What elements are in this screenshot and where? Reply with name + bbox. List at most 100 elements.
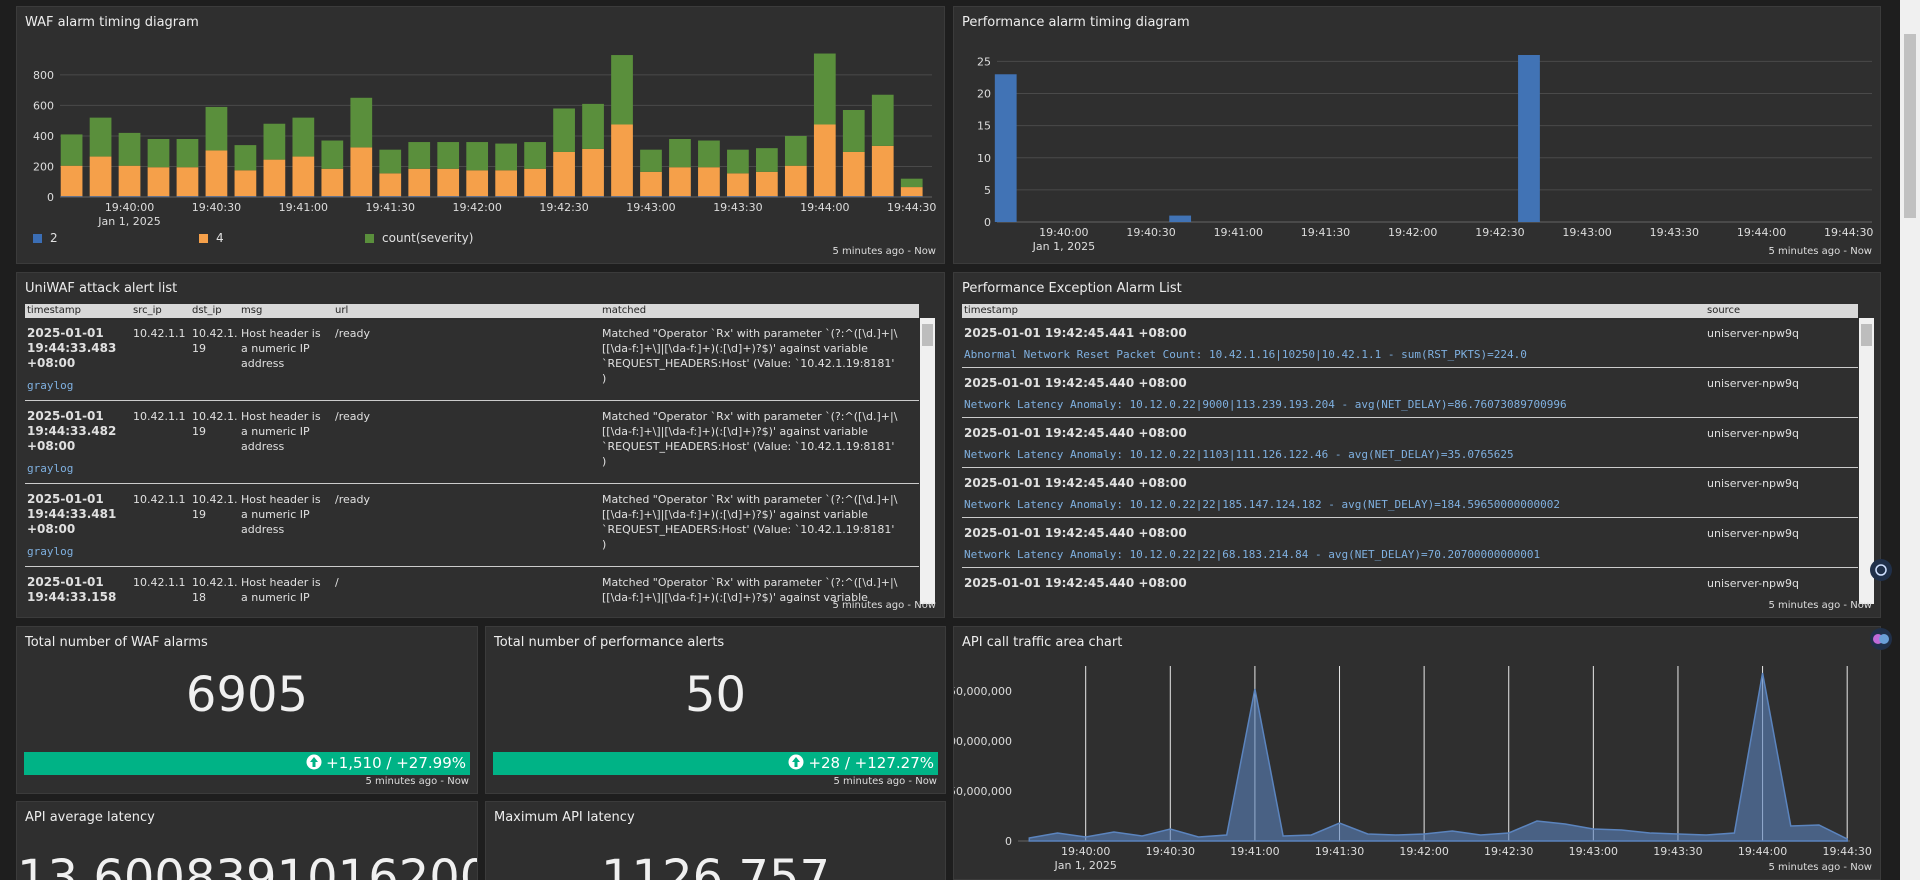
column-header: src_ip bbox=[133, 305, 162, 316]
bar bbox=[89, 156, 112, 197]
bar bbox=[756, 196, 778, 197]
column-header: matched bbox=[602, 305, 647, 316]
bar bbox=[495, 170, 518, 197]
x-tick-label: 19:41:30 bbox=[1315, 845, 1364, 858]
panel-footer: 5 minutes ago - Now bbox=[1768, 246, 1872, 257]
bar bbox=[553, 108, 575, 152]
panel: WAF alarm timing diagram 0 200 400 600 800 19… bbox=[16, 6, 945, 264]
page-scroll-thumb[interactable] bbox=[1904, 34, 1916, 218]
bar bbox=[176, 167, 199, 197]
row-timestamp: 2025-01-01 19:42:45.440 +08:00 bbox=[964, 476, 1187, 490]
x-tick-label: 19:41:00 bbox=[1214, 226, 1263, 239]
scrollbar[interactable] bbox=[1859, 318, 1874, 604]
stat-value: 50 bbox=[684, 667, 747, 723]
y-tick-label: 0 bbox=[984, 216, 991, 229]
bar bbox=[669, 167, 691, 197]
x-tick-label: 19:43:30 bbox=[1650, 226, 1699, 239]
legend-swatch bbox=[199, 234, 208, 243]
bar bbox=[176, 196, 199, 197]
page-scrollbar[interactable] bbox=[1900, 0, 1920, 880]
change-text: +1,510 / +27.99% bbox=[326, 754, 466, 772]
panel-title: Performance alarm timing diagram bbox=[962, 15, 1190, 30]
up-icon bbox=[306, 754, 322, 770]
table-row: 2025-01-01 19:42:45.440 +08:00 uniserver-… bbox=[962, 468, 1858, 518]
bar bbox=[756, 171, 778, 197]
row-source: uniserver-npw9q bbox=[1707, 527, 1800, 540]
legend-label: 2 bbox=[50, 231, 58, 245]
bar bbox=[292, 117, 315, 157]
bar bbox=[292, 196, 315, 197]
bar bbox=[263, 159, 286, 197]
panel-footer: 5 minutes ago - Now bbox=[1768, 600, 1872, 611]
panel: Maximum API latency 1126.757 bbox=[485, 801, 946, 880]
bar bbox=[118, 196, 141, 197]
row-source: graylog bbox=[27, 462, 74, 475]
side-icon[interactable] bbox=[1866, 624, 1896, 654]
legend-swatch bbox=[365, 234, 374, 243]
x-tick-label: 19:40:30 bbox=[1146, 845, 1195, 858]
panel-title: API average latency bbox=[25, 810, 155, 825]
bar bbox=[524, 196, 546, 197]
bar bbox=[350, 97, 373, 148]
panel-title: Performance Exception Alarm List bbox=[962, 281, 1182, 296]
bar bbox=[524, 142, 546, 169]
x-tick-label: 19:44:30 bbox=[1822, 845, 1871, 858]
legend-label: 4 bbox=[216, 231, 224, 245]
bar bbox=[611, 196, 633, 197]
panel-title: Total number of WAF alarms bbox=[25, 635, 208, 650]
table-cell: 10.42.1.19 bbox=[192, 410, 238, 438]
table-cell: 2025-01-01 19:44:33.482 +08:00 bbox=[27, 409, 117, 453]
bar bbox=[437, 168, 460, 197]
scroll-thumb[interactable] bbox=[1861, 324, 1872, 346]
panel: UniWAF attack alert list timestamp src_ip… bbox=[16, 272, 945, 618]
bar bbox=[89, 196, 112, 197]
bar bbox=[727, 196, 749, 197]
bar bbox=[495, 143, 518, 171]
x-tick-label: 19:42:30 bbox=[539, 201, 588, 214]
stat-value: 6905 bbox=[185, 667, 309, 723]
table-cell: Matched "Operator `Rx' with parameter `(… bbox=[602, 410, 898, 468]
row-source: uniserver-npw9q bbox=[1707, 577, 1800, 590]
stat-change: +1,510 / +27.99% bbox=[24, 752, 470, 775]
x-tick-label: 19:44:00 bbox=[800, 201, 849, 214]
y-tick-label: 100,000,000 bbox=[954, 735, 1012, 748]
bar bbox=[784, 165, 807, 197]
row-source: graylog bbox=[27, 545, 74, 558]
table-body: 2025-01-01 19:44:33.483 +08:00 10.42.1.1 1… bbox=[25, 318, 919, 604]
bar bbox=[813, 196, 836, 197]
bar bbox=[871, 94, 894, 146]
scroll-thumb[interactable] bbox=[922, 324, 933, 346]
x-tick-label: 19:43:00 bbox=[626, 201, 675, 214]
icon-button[interactable] bbox=[1870, 559, 1892, 581]
bar bbox=[994, 74, 1017, 223]
icon-glyph bbox=[1875, 564, 1887, 576]
bar bbox=[60, 196, 83, 197]
table-cell: 10.42.1.19 bbox=[192, 327, 238, 355]
scrollbar[interactable] bbox=[920, 318, 935, 604]
bar bbox=[147, 167, 170, 197]
table-cell: Matched "Operator `Rx' with parameter `(… bbox=[602, 493, 898, 551]
table-cell: / bbox=[335, 576, 339, 589]
bar bbox=[379, 196, 402, 197]
bar bbox=[784, 196, 807, 197]
x-tick-label: 19:42:00 bbox=[1399, 845, 1448, 858]
up-icon bbox=[788, 754, 804, 770]
x-tick-label: 19:42:30 bbox=[1475, 226, 1524, 239]
bar bbox=[582, 196, 604, 197]
y-tick-label: 25 bbox=[977, 55, 991, 68]
panel-footer: 5 minutes ago - Now bbox=[365, 776, 469, 787]
bar bbox=[784, 135, 807, 166]
bar bbox=[408, 168, 431, 197]
y-tick-label: 800 bbox=[33, 69, 54, 82]
bar bbox=[871, 196, 894, 197]
legend-item: 4 bbox=[199, 231, 224, 245]
bar bbox=[292, 156, 315, 197]
bar bbox=[611, 124, 633, 197]
panel: Performance Exception Alarm List timesta… bbox=[953, 272, 1881, 618]
panel-title: WAF alarm timing diagram bbox=[25, 15, 199, 30]
x-tick-label: 19:40:00 bbox=[1039, 226, 1088, 239]
table-cell: /ready bbox=[335, 493, 370, 506]
bar bbox=[205, 106, 228, 151]
bar bbox=[524, 168, 546, 197]
